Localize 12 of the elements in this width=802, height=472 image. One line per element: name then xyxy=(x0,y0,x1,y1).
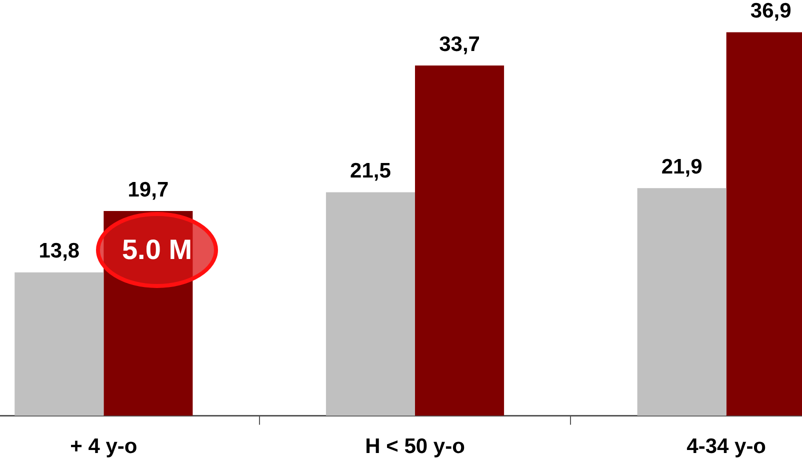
data-label: 13,8 xyxy=(38,240,80,263)
data-label: 36,9 xyxy=(750,0,792,23)
x-tick-label: 4-34 y-o xyxy=(686,435,766,458)
x-tick-label: H < 50 y-o xyxy=(365,435,465,458)
x-tick-label: + 4 y-o xyxy=(70,435,138,458)
data-label: 21,9 xyxy=(661,155,702,178)
data-label: 33,7 xyxy=(439,32,480,56)
data-label: 19,7 xyxy=(128,178,169,202)
bar xyxy=(326,192,415,416)
bar xyxy=(415,65,504,416)
bar xyxy=(14,272,104,416)
data-label: 21,5 xyxy=(350,160,392,183)
